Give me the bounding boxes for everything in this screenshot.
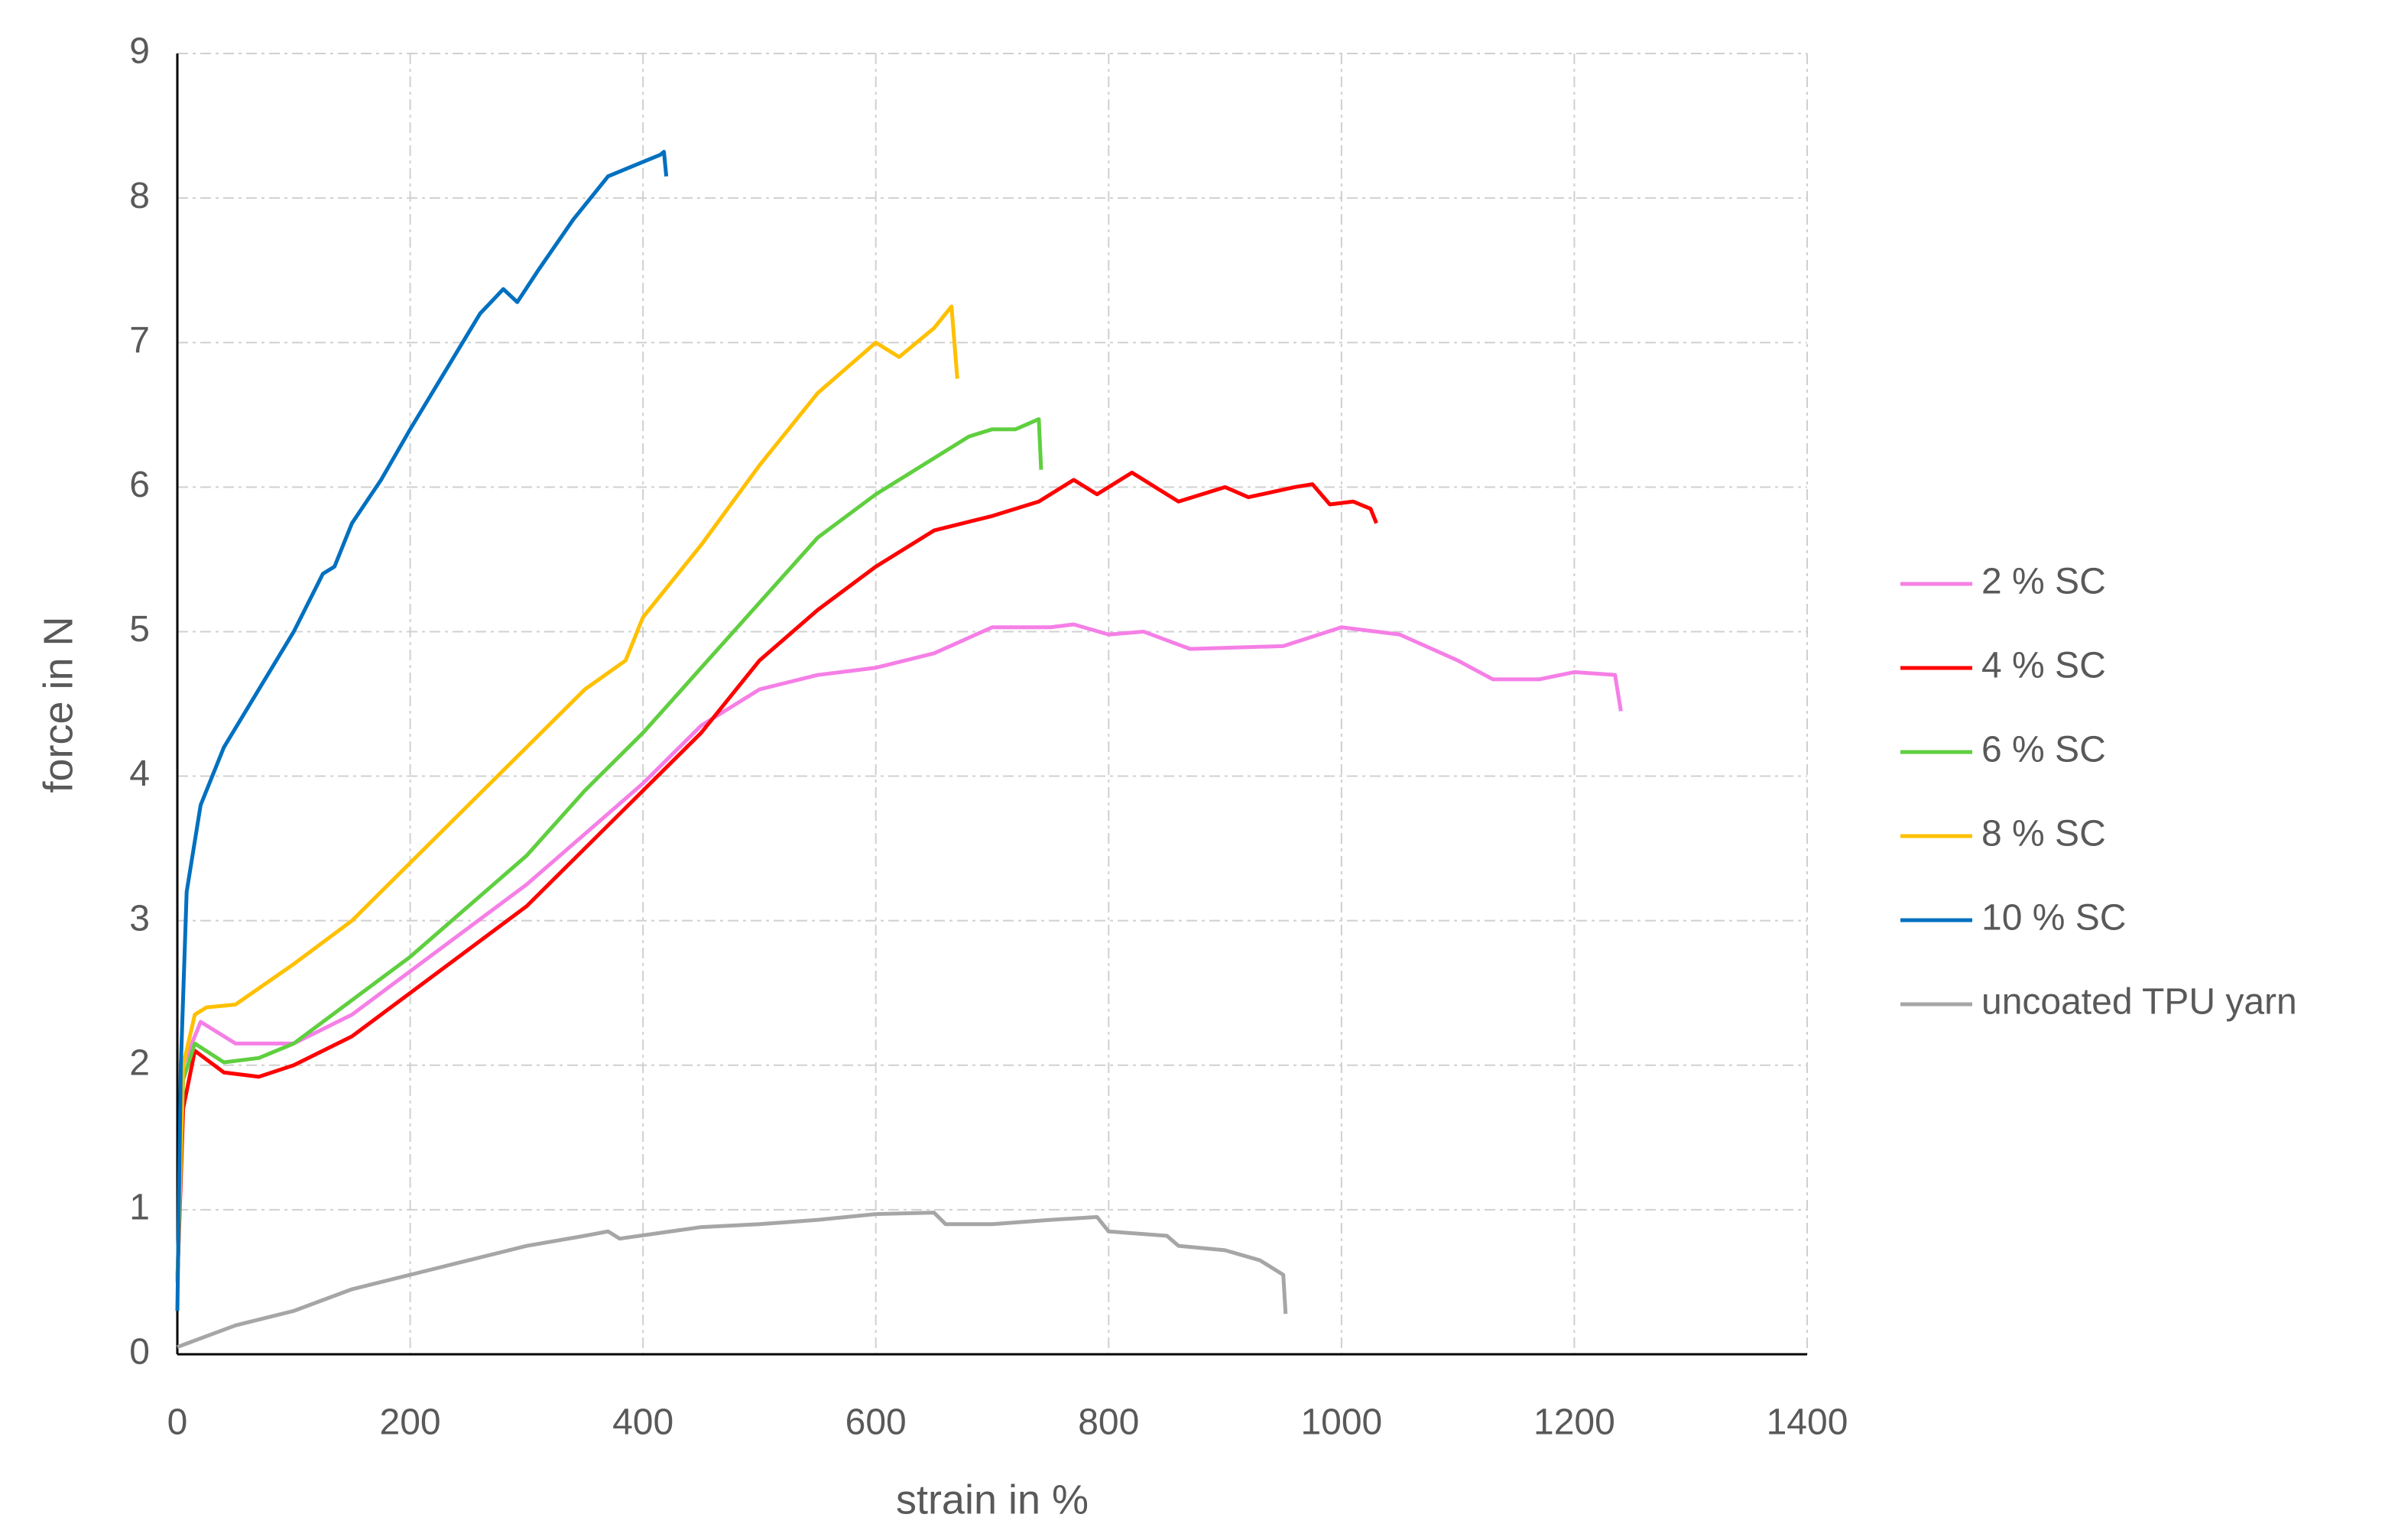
y-tick-label: 3 <box>129 898 150 939</box>
y-tick-label: 4 <box>129 754 150 794</box>
y-tick-label: 0 <box>129 1332 150 1373</box>
y-tick-label: 5 <box>129 609 150 650</box>
y-axis-label: force in N <box>35 616 81 793</box>
legend-label: 10 % SC <box>1981 898 2126 939</box>
x-tick-label: 1400 <box>1767 1402 1848 1443</box>
y-tick-label: 7 <box>129 320 150 361</box>
x-tick-label: 1000 <box>1300 1402 1382 1443</box>
series-line <box>175 470 1378 1282</box>
x-tick-label: 0 <box>167 1402 188 1443</box>
y-tick-label: 8 <box>129 176 150 216</box>
series-line <box>175 622 1623 1282</box>
x-tick-label: 600 <box>845 1402 907 1443</box>
legend-label: 4 % SC <box>1981 646 2106 686</box>
series-line <box>175 150 669 1311</box>
x-axis-label: strain in % <box>896 1477 1089 1522</box>
legend-label: uncoated TPU yarn <box>1981 982 2297 1023</box>
legend-label: 6 % SC <box>1981 730 2106 770</box>
x-tick-label: 1200 <box>1533 1402 1615 1443</box>
series-line <box>175 304 959 1282</box>
legend-label: 2 % SC <box>1981 562 2106 602</box>
x-tick-label: 200 <box>380 1402 441 1443</box>
y-tick-label: 2 <box>129 1042 150 1083</box>
series-line <box>177 1211 1288 1349</box>
x-tick-label: 800 <box>1078 1402 1139 1443</box>
legend-label: 8 % SC <box>1981 814 2106 854</box>
series-line <box>175 417 1043 1282</box>
y-tick-label: 9 <box>129 31 150 72</box>
y-tick-label: 6 <box>129 465 150 505</box>
y-tick-label: 1 <box>129 1188 150 1228</box>
x-tick-label: 400 <box>612 1402 673 1443</box>
